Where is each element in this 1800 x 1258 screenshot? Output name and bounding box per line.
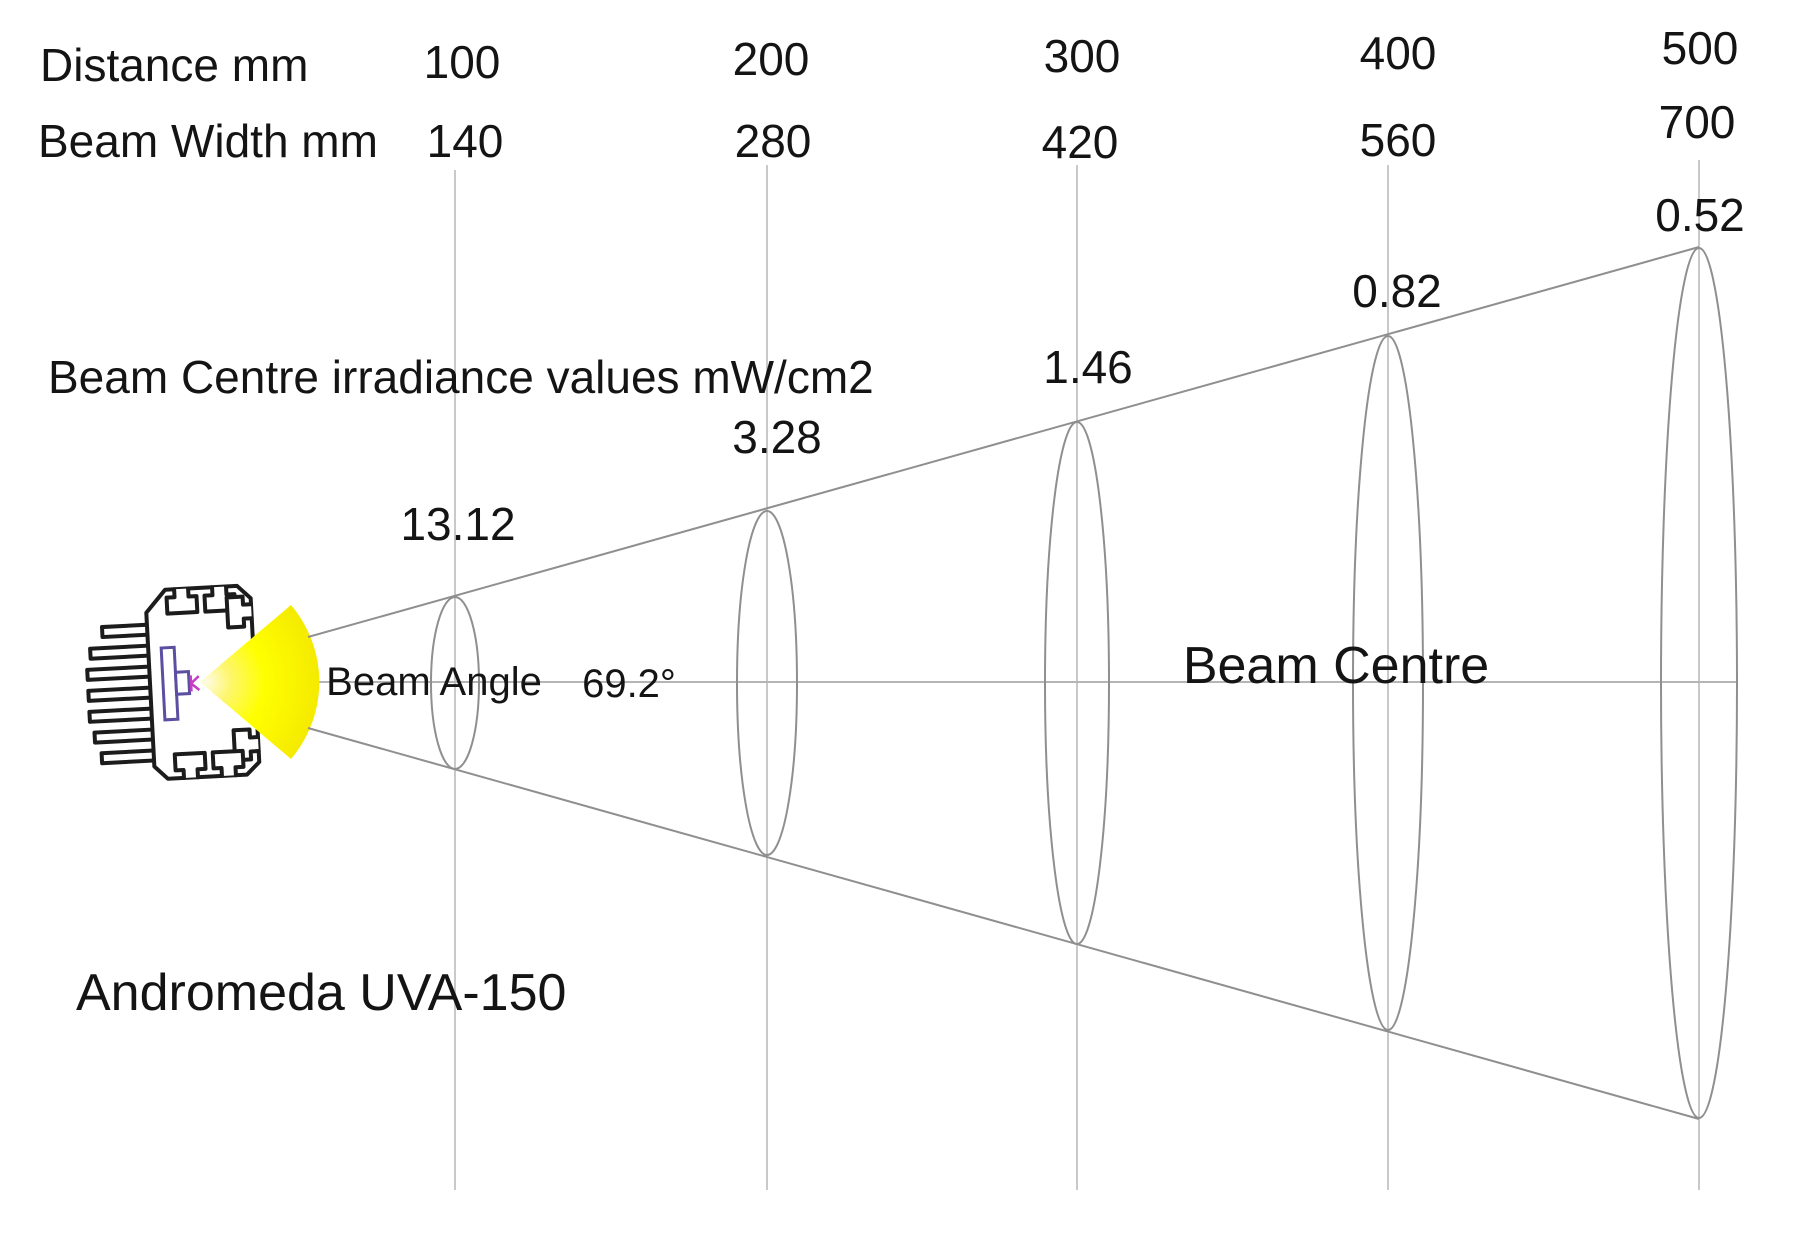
led-marker <box>189 675 201 692</box>
beam-cross-sections <box>430 247 1738 1119</box>
distance-value-2: 200 <box>732 33 810 85</box>
irradiance-heading: Beam Centre irradiance values mW/cm2 <box>48 351 874 403</box>
beam-width-value-2: 280 <box>734 115 812 167</box>
ellipse-300mm <box>1044 421 1110 945</box>
beam-angle-value: 69.2° <box>582 662 676 706</box>
ellipse-500mm <box>1660 247 1738 1119</box>
led-module <box>159 645 201 722</box>
distance-value-3: 300 <box>1043 30 1121 82</box>
irradiance-value-4: 0.82 <box>1352 265 1442 317</box>
distance-value-5: 500 <box>1661 22 1739 74</box>
product-name: Andromeda UVA-150 <box>76 964 567 1022</box>
beam-fan <box>200 605 320 759</box>
distance-value-1: 100 <box>423 36 501 88</box>
cone-upper-edge <box>307 246 1700 638</box>
beam-angle-label: Beam Angle <box>326 660 542 704</box>
beam-width-row-label: Beam Width mm <box>38 115 378 167</box>
ellipse-200mm <box>736 510 798 856</box>
beam-centre-label: Beam Centre <box>1182 637 1490 695</box>
beam-width-value-1: 140 <box>426 115 504 167</box>
ellipse-400mm <box>1352 335 1424 1031</box>
cone-edges <box>307 246 1700 1120</box>
cone-lower-edge <box>307 727 1700 1120</box>
beam-width-value-5: 700 <box>1658 96 1736 148</box>
beam-width-value-4: 560 <box>1359 114 1437 166</box>
heatsink-tslots <box>164 584 261 780</box>
beam-width-value-3: 420 <box>1041 116 1119 168</box>
distance-value-4: 400 <box>1359 27 1437 79</box>
irradiance-value-5: 0.52 <box>1655 189 1745 241</box>
irradiance-value-3: 1.46 <box>1043 341 1133 393</box>
led-chip <box>173 670 192 696</box>
irradiance-value-2: 3.28 <box>732 411 822 463</box>
heatsink-fins <box>85 622 159 766</box>
ellipse-100mm <box>430 596 480 770</box>
irradiance-value-1: 13.12 <box>400 498 516 550</box>
distance-row-label: Distance mm <box>40 39 309 91</box>
